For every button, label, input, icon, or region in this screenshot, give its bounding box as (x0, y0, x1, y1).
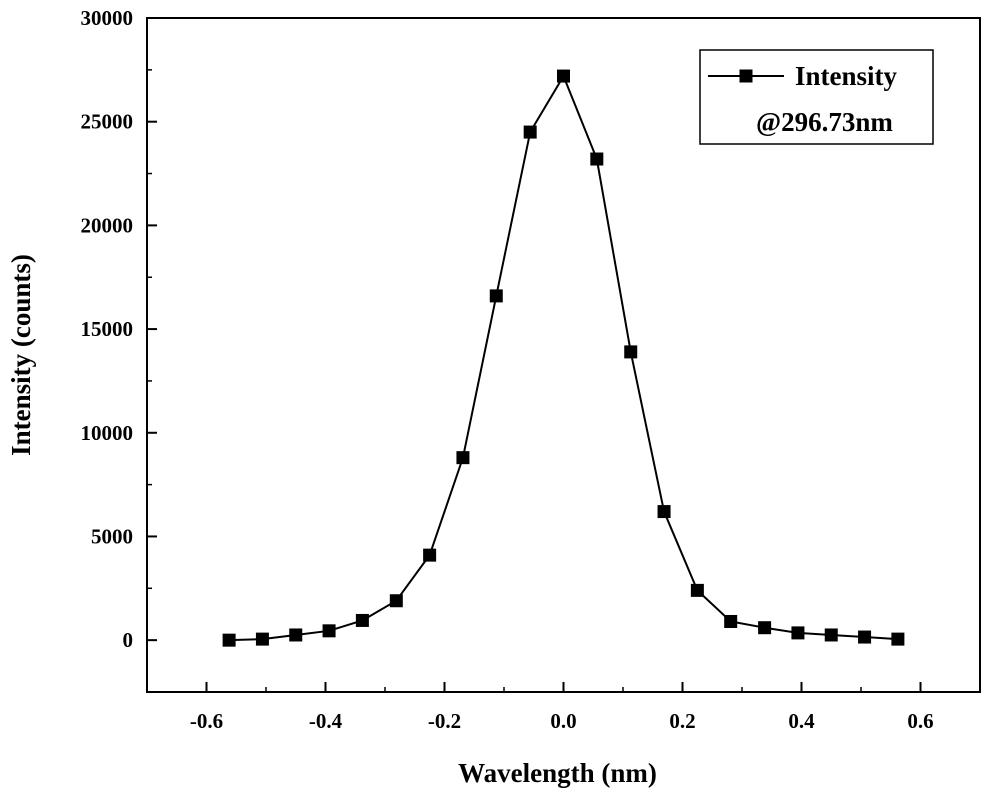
data-point-marker (690, 583, 704, 597)
data-point-marker (255, 632, 269, 646)
data-point-marker (523, 125, 537, 139)
legend-box (699, 49, 934, 145)
data-point-marker (355, 613, 369, 627)
data-point-marker (489, 289, 503, 303)
data-point-marker (891, 632, 905, 646)
data-point-marker (590, 152, 604, 166)
x-tick-label: -0.2 (428, 709, 461, 733)
y-tick-label: 5000 (91, 524, 133, 548)
y-tick-label: 30000 (81, 6, 134, 30)
data-point-marker (824, 628, 838, 642)
data-point-marker (724, 614, 738, 628)
legend-label-line2: @296.73nm (756, 107, 893, 137)
y-tick-label: 15000 (81, 317, 134, 341)
data-point-marker (624, 345, 638, 359)
y-tick-label: 25000 (81, 110, 134, 134)
data-point-marker (289, 628, 303, 642)
data-point-marker (322, 624, 336, 638)
x-tick-label: 0.6 (907, 709, 933, 733)
data-point-marker (657, 505, 671, 519)
x-tick-label: 0.0 (550, 709, 576, 733)
y-axis-title: Intensity (counts) (6, 254, 36, 456)
data-point-marker (423, 548, 437, 562)
x-tick-label: -0.6 (190, 709, 223, 733)
data-point-marker (758, 621, 772, 635)
x-tick-label: -0.4 (309, 709, 343, 733)
series-line (229, 73, 898, 642)
x-axis-title: Wavelength (nm) (458, 758, 657, 788)
y-tick-label: 0 (123, 628, 134, 652)
data-point-marker (456, 451, 470, 465)
legend-label-line1: Intensity (795, 61, 898, 91)
data-point-marker (791, 626, 805, 640)
data-point-marker (222, 633, 236, 647)
legend-marker-square (739, 69, 753, 83)
x-tick-label: 0.2 (669, 709, 695, 733)
y-tick-label: 20000 (81, 213, 134, 237)
data-point-marker (557, 69, 570, 83)
data-point-marker (858, 630, 872, 644)
data-point-marker (389, 594, 403, 608)
y-tick-label: 10000 (81, 421, 134, 445)
x-tick-label: 0.4 (788, 709, 815, 733)
